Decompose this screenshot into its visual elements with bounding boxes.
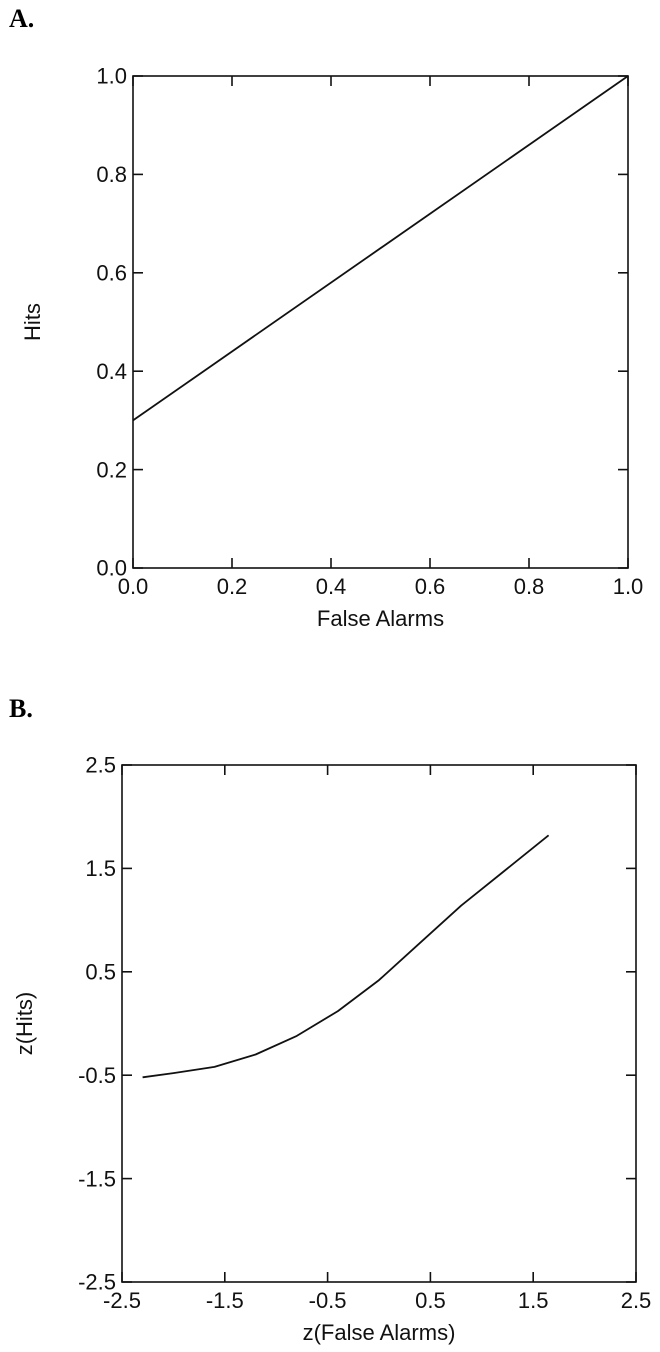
x-axis-label: False Alarms xyxy=(317,606,444,630)
panel-b-label: B. xyxy=(9,694,33,723)
x-tick-label: 2.5 xyxy=(621,1288,652,1313)
x-tick-label: 0.0 xyxy=(118,574,149,599)
y-tick-label: -0.5 xyxy=(78,1063,116,1088)
y-tick-label: 0.0 xyxy=(96,556,127,581)
x-tick-label: -2.5 xyxy=(103,1288,141,1313)
y-axis-label: Hits xyxy=(20,303,45,341)
y-tick-label: 0.6 xyxy=(96,261,127,286)
x-tick-label: 0.2 xyxy=(217,574,248,599)
x-tick-label: 1.0 xyxy=(613,574,644,599)
x-tick-label: 0.5 xyxy=(415,1288,446,1313)
x-tick-label: 0.4 xyxy=(316,574,347,599)
x-tick-label: -0.5 xyxy=(309,1288,347,1313)
chart-a: 0.0 0.2 0.4 0.6 0.8 1.0 0.0 0.2 0.4 0.6 0.8 1.0 Fals… xyxy=(20,64,644,630)
plot-frame xyxy=(132,75,629,569)
y-tick-label: 1.5 xyxy=(85,856,116,881)
series-line-0 xyxy=(132,75,629,422)
y-axis-label: z(Hits) xyxy=(12,992,37,1056)
y-tick-label: 2.5 xyxy=(85,753,116,778)
chart-b: -2.5 -1.5 -0.5 0.5 1.5 2.5 -2.5 -1.5 -0.5 0.5 1.5 2… xyxy=(12,753,652,1345)
y-tick-label: 0.5 xyxy=(85,960,116,985)
x-tick-label: 1.5 xyxy=(518,1288,549,1313)
y-tick-label: 0.2 xyxy=(96,457,127,482)
series-line-0 xyxy=(142,834,550,1079)
x-axis-label: z(False Alarms) xyxy=(303,1320,456,1345)
y-tick-label: -1.5 xyxy=(78,1166,116,1191)
x-tick-label: 0.6 xyxy=(415,574,446,599)
y-tick-label: 1.0 xyxy=(96,64,127,89)
x-tick-label: -1.5 xyxy=(206,1288,244,1313)
x-tick-label: 0.8 xyxy=(514,574,545,599)
y-tick-label: 0.8 xyxy=(96,162,127,187)
y-tick-label: 0.4 xyxy=(96,359,127,384)
plot-frame xyxy=(121,764,637,1283)
panel-a-label: A. xyxy=(9,4,35,33)
y-tick-label: -2.5 xyxy=(78,1270,116,1295)
